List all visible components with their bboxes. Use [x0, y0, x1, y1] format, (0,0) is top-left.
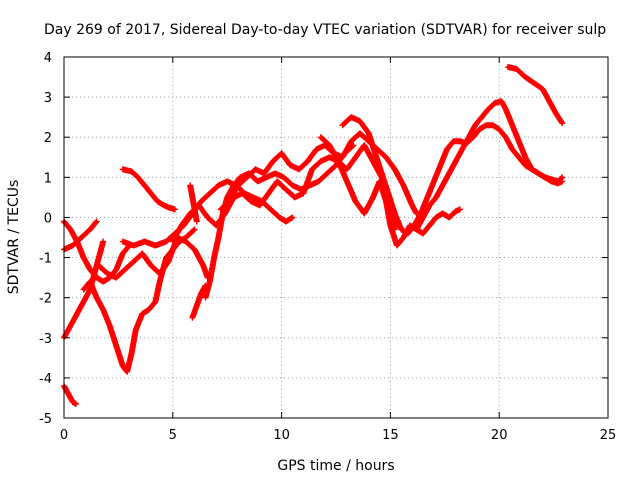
- y-tick-label: 0: [44, 211, 52, 226]
- y-tick-label: -1: [39, 252, 52, 267]
- series-11: [202, 142, 357, 301]
- x-tick-label: 10: [273, 428, 290, 443]
- x-tick-label: 0: [60, 428, 68, 443]
- data-point: [190, 227, 197, 234]
- series-8: [119, 166, 178, 213]
- y-tick-label: 2: [44, 131, 52, 146]
- data-point: [100, 238, 107, 245]
- data-marks: [61, 64, 566, 407]
- data-point: [559, 178, 566, 185]
- y-tick-label: 1: [44, 171, 52, 186]
- series-2: [61, 218, 100, 253]
- data-point: [191, 226, 198, 233]
- plot-grid: [64, 57, 608, 418]
- y-tick-label: -2: [39, 292, 52, 307]
- y-tick-label: 3: [44, 91, 52, 106]
- x-tick-label: 15: [382, 428, 399, 443]
- x-axis-label: GPS time / hours: [277, 458, 394, 474]
- data-point: [193, 218, 200, 225]
- data-point: [289, 214, 296, 221]
- series-6: [95, 234, 211, 281]
- y-tick-label: -3: [39, 332, 52, 347]
- plot-frame: [63, 56, 609, 419]
- data-point: [457, 206, 464, 213]
- data-point: [558, 119, 565, 126]
- data-point: [92, 219, 99, 226]
- x-tick-label: 20: [491, 428, 508, 443]
- data-point: [72, 400, 79, 407]
- data-point: [171, 206, 178, 213]
- series-17: [504, 64, 566, 127]
- series-15: [339, 114, 566, 237]
- y-tick-label: 4: [44, 51, 52, 66]
- data-point: [93, 218, 100, 225]
- chart-title: Day 269 of 2017, Sidereal Day-to-day VTE…: [44, 22, 606, 38]
- x-tick-label: 5: [169, 428, 177, 443]
- series-16: [413, 98, 566, 233]
- data-point: [559, 120, 566, 127]
- series-5: [80, 226, 198, 375]
- axis-ticks: 0 5 10 15 20 25 -5 -4 -3 -2 -1 0 1 2 3 4: [39, 51, 616, 443]
- series-13: [217, 130, 420, 217]
- y-tick-label: -4: [39, 372, 52, 387]
- y-axis-label: SDTVAR / TECUs: [6, 180, 22, 295]
- y-tick-label: -5: [39, 412, 52, 427]
- series-3: [61, 238, 107, 341]
- x-tick-label: 25: [600, 428, 617, 443]
